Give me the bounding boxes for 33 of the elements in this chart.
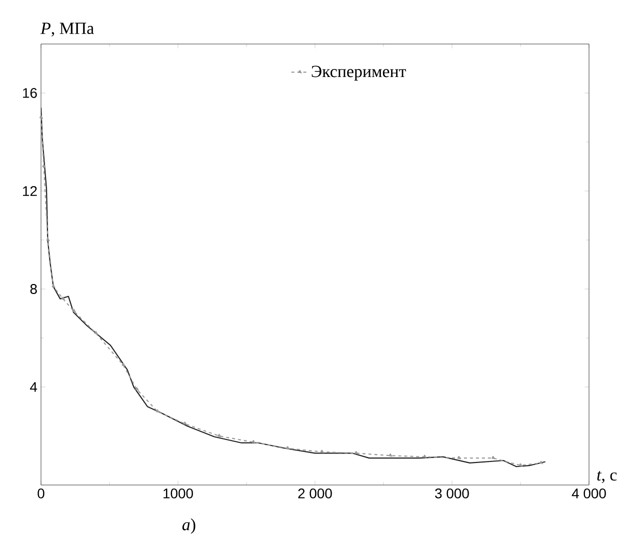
point — [42, 164, 46, 168]
point — [60, 296, 65, 300]
point — [121, 362, 126, 366]
y-axis-title: P, МПа — [40, 22, 94, 36]
point — [422, 454, 427, 458]
y-tick-label: 16 — [23, 88, 37, 98]
point — [134, 387, 139, 391]
legend-label: Эксперимент — [312, 66, 406, 81]
x-tick-label: 2 000 — [298, 488, 332, 498]
x-tick-label: 4 000 — [572, 488, 606, 498]
point — [354, 451, 358, 454]
point — [156, 409, 160, 413]
x-tick-label: 3 000 — [435, 488, 469, 498]
point — [72, 308, 76, 312]
text: a) — [182, 518, 196, 534]
point — [286, 446, 290, 450]
point — [217, 434, 222, 438]
point — [491, 456, 496, 460]
x-tick-label: 1000 — [164, 488, 193, 498]
x-axis-title: t, с — [597, 470, 617, 484]
y-tick-label: 8 — [30, 284, 37, 294]
point — [456, 456, 461, 460]
point — [518, 463, 522, 467]
point — [539, 460, 543, 464]
point — [320, 450, 324, 454]
point — [46, 238, 50, 242]
point — [39, 115, 43, 119]
point — [182, 422, 187, 426]
point — [51, 284, 56, 288]
y-tick-label: 4 — [30, 382, 38, 392]
y-tick-label: 12 — [23, 186, 37, 196]
point — [94, 330, 98, 334]
x-tick-label: 0 — [38, 488, 44, 498]
